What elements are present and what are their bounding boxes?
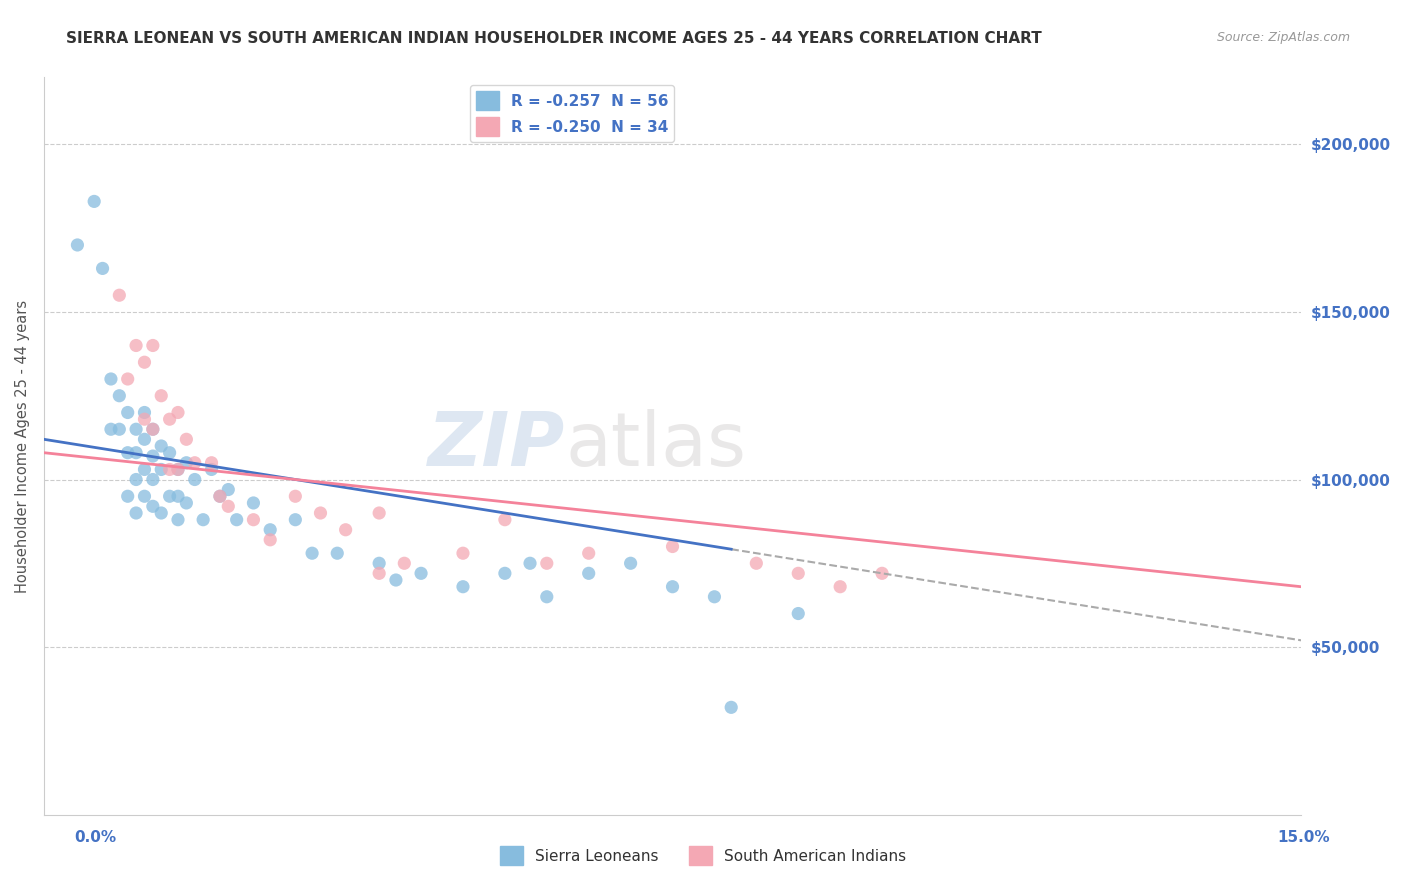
Point (150, 439, 173, 453)
Point (176, 456, 198, 470)
Point (494, 513, 516, 527)
Point (134, 489, 156, 503)
Point (134, 432, 156, 446)
Point (225, 513, 247, 527)
Text: atlas: atlas (565, 409, 747, 483)
Point (259, 533, 281, 547)
Point (159, 462, 181, 476)
Point (284, 489, 307, 503)
Point (100, 372, 122, 386)
Point (167, 462, 190, 476)
Legend: Sierra Leoneans, South American Indians: Sierra Leoneans, South American Indians (494, 840, 912, 871)
Point (368, 566, 391, 581)
Point (870, 566, 893, 581)
Point (578, 566, 600, 581)
Point (703, 590, 725, 604)
Point (108, 422, 131, 436)
Point (167, 489, 190, 503)
Point (125, 473, 148, 487)
Point (134, 405, 156, 419)
Text: 0.0%: 0.0% (75, 830, 117, 845)
Point (134, 412, 156, 426)
Point (150, 462, 173, 476)
Text: ZIP: ZIP (429, 409, 565, 483)
Point (117, 446, 139, 460)
Point (494, 566, 516, 581)
Point (125, 422, 148, 436)
Point (661, 540, 683, 554)
Point (787, 566, 810, 581)
Point (335, 523, 357, 537)
Point (91, 261, 114, 276)
Point (142, 422, 165, 436)
Point (125, 338, 148, 352)
Point (536, 556, 558, 570)
Text: Source: ZipAtlas.com: Source: ZipAtlas.com (1216, 31, 1350, 45)
Point (159, 489, 181, 503)
Point (208, 489, 231, 503)
Point (159, 412, 181, 426)
Point (830, 580, 852, 594)
Point (117, 372, 139, 386)
Point (150, 389, 173, 403)
Point (167, 405, 190, 419)
Point (142, 338, 165, 352)
Text: SIERRA LEONEAN VS SOUTH AMERICAN INDIAN HOUSEHOLDER INCOME AGES 25 - 44 YEARS CO: SIERRA LEONEAN VS SOUTH AMERICAN INDIAN … (66, 31, 1042, 46)
Point (200, 456, 222, 470)
Point (66, 238, 89, 252)
Point (368, 506, 391, 520)
Point (142, 422, 165, 436)
Y-axis label: Householder Income Ages 25 - 44 years: Householder Income Ages 25 - 44 years (15, 300, 30, 592)
Point (184, 456, 207, 470)
Point (125, 446, 148, 460)
Point (451, 580, 474, 594)
Point (125, 506, 148, 520)
Point (159, 446, 181, 460)
Point (108, 389, 131, 403)
Point (536, 590, 558, 604)
Point (745, 556, 768, 570)
Point (787, 607, 810, 621)
Point (184, 473, 207, 487)
Point (117, 405, 139, 419)
Point (242, 513, 264, 527)
Point (309, 506, 332, 520)
Point (620, 556, 643, 570)
Point (217, 500, 239, 514)
Text: 15.0%: 15.0% (1277, 830, 1330, 845)
Point (259, 523, 281, 537)
Legend: R = -0.257  N = 56, R = -0.250  N = 34: R = -0.257 N = 56, R = -0.250 N = 34 (470, 85, 675, 142)
Point (200, 462, 222, 476)
Point (142, 449, 165, 463)
Point (208, 489, 231, 503)
Point (142, 500, 165, 514)
Point (301, 546, 323, 560)
Point (242, 496, 264, 510)
Point (217, 483, 239, 497)
Point (108, 288, 131, 302)
Point (368, 556, 391, 570)
Point (83, 194, 105, 209)
Point (134, 355, 156, 369)
Point (142, 473, 165, 487)
Point (284, 513, 307, 527)
Point (167, 513, 190, 527)
Point (394, 556, 416, 570)
Point (519, 556, 541, 570)
Point (176, 496, 198, 510)
Point (167, 462, 190, 476)
Point (661, 580, 683, 594)
Point (176, 432, 198, 446)
Point (134, 462, 156, 476)
Point (191, 513, 214, 527)
Point (451, 546, 474, 560)
Point (150, 506, 173, 520)
Point (100, 422, 122, 436)
Point (578, 546, 600, 560)
Point (326, 546, 349, 560)
Point (720, 700, 742, 714)
Point (385, 573, 408, 587)
Point (409, 566, 432, 581)
Point (117, 489, 139, 503)
